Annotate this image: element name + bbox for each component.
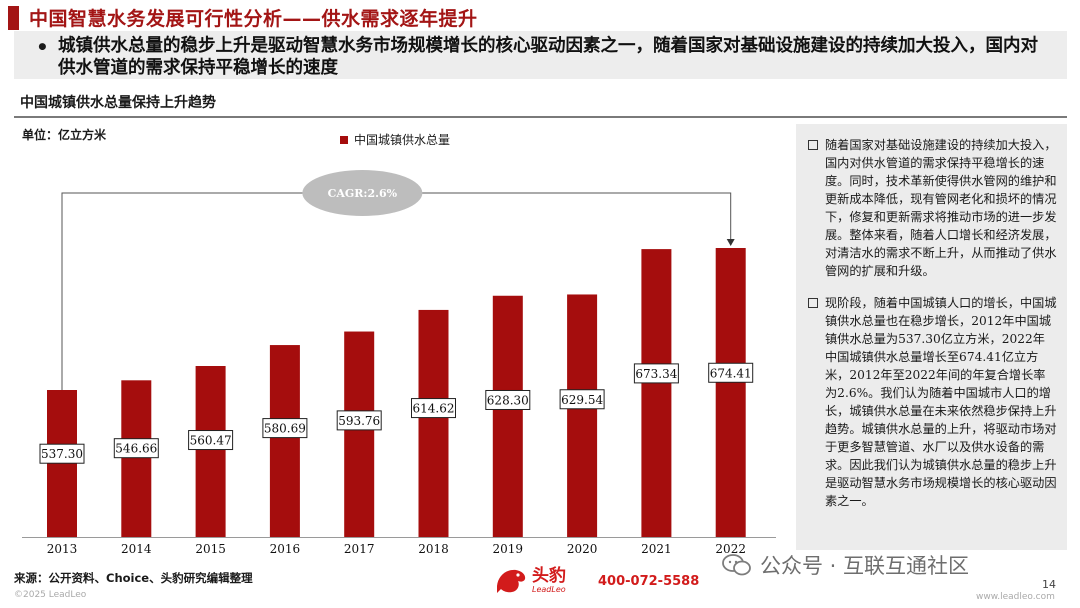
brand-phone: 400-072-5588 bbox=[598, 574, 700, 589]
bar-2017 bbox=[344, 331, 375, 537]
tick-label-2021: 2021 bbox=[641, 542, 672, 556]
chart-subtitle: 中国城镇供水总量保持上升趋势 bbox=[20, 95, 216, 111]
data-label-2022: 674.41 bbox=[710, 366, 752, 380]
data-label-box-2021 bbox=[633, 363, 679, 384]
page-number: 14 bbox=[1042, 578, 1056, 591]
tick-label-2018: 2018 bbox=[418, 542, 449, 556]
tick-label-2013: 2013 bbox=[47, 542, 78, 556]
note-item: 随着国家对基础设施建设的持续加大投入，国内对供水管道的需求保持平稳增长的速度。同… bbox=[808, 136, 1057, 280]
tick-label-2022: 2022 bbox=[715, 542, 746, 556]
brand-name-en: LeadLeo bbox=[532, 584, 566, 594]
cagr-bracket bbox=[61, 192, 732, 390]
copyright: ©2025 LeadLeo bbox=[14, 590, 87, 600]
bar-2019 bbox=[492, 295, 523, 537]
bar-2015 bbox=[195, 366, 226, 537]
note-text: 现阶段，随着中国城镇人口的增长，中国城镇供水总量也在稳步增长，2012年中国城镇… bbox=[825, 296, 1057, 508]
notes-panel: 随着国家对基础设施建设的持续加大投入，国内对供水管道的需求保持平稳增长的速度。同… bbox=[796, 124, 1067, 550]
data-label-box-2017 bbox=[336, 410, 382, 431]
source-note: 来源：公开资料、Choice、头豹研究编辑整理 bbox=[14, 571, 253, 585]
note-item: 现阶段，随着中国城镇人口的增长，中国城镇供水总量也在稳步增长，2012年中国城镇… bbox=[808, 294, 1057, 510]
tick-label-2014: 2014 bbox=[121, 542, 152, 556]
data-label-2021: 673.34 bbox=[635, 367, 677, 381]
data-label-box-2013 bbox=[39, 443, 85, 464]
tick-label-2016: 2016 bbox=[270, 542, 301, 556]
watermark-text: 公众号 · 互联互通社区 bbox=[760, 554, 970, 578]
data-label-box-2022 bbox=[708, 362, 754, 383]
cagr-ellipse bbox=[302, 170, 423, 216]
note-checkbox-icon bbox=[808, 140, 818, 150]
brand-name: 头豹 LeadLeo bbox=[532, 567, 566, 594]
data-label-box-2014 bbox=[113, 438, 159, 459]
title-accent-mark bbox=[8, 5, 19, 30]
data-label-2013: 537.30 bbox=[41, 447, 83, 461]
data-label-2015: 560.47 bbox=[190, 434, 232, 448]
tick-label-2015: 2015 bbox=[195, 542, 226, 556]
data-label-2019: 628.30 bbox=[487, 393, 529, 407]
bar-2020 bbox=[567, 294, 598, 537]
cagr-label: CAGR:2.6% bbox=[328, 187, 398, 200]
data-label-box-2016 bbox=[262, 418, 308, 439]
brand-name-cn: 头豹 bbox=[532, 565, 566, 586]
data-label-2020: 629.54 bbox=[561, 393, 603, 407]
watermark: 公众号 · 互联互通社区 bbox=[722, 550, 969, 580]
bar-2018 bbox=[418, 309, 449, 537]
tick-label-2017: 2017 bbox=[344, 542, 375, 556]
cagr-arrow-icon bbox=[726, 239, 735, 246]
data-label-2016: 580.69 bbox=[264, 422, 306, 436]
chat-bubbles-icon bbox=[722, 554, 751, 576]
data-label-box-2015 bbox=[188, 430, 234, 451]
data-label-box-2019 bbox=[485, 389, 531, 410]
title-bar: 中国智慧水务发展可行性分析——供水需求逐年提升 bbox=[8, 4, 478, 31]
legend-swatch bbox=[340, 135, 348, 144]
bar-2022 bbox=[715, 248, 746, 537]
unit-label: 单位：亿立方米 bbox=[22, 128, 107, 142]
data-label-2018: 614.62 bbox=[413, 402, 455, 416]
tick-label-2020: 2020 bbox=[567, 542, 598, 556]
subtitle-divider bbox=[14, 116, 1067, 118]
data-label-box-2018 bbox=[411, 398, 456, 419]
bar-2014 bbox=[121, 380, 152, 537]
data-label-2014: 546.66 bbox=[115, 442, 157, 456]
chart-legend: 中国城镇供水总量 bbox=[340, 131, 450, 148]
leopard-logo-icon bbox=[497, 569, 526, 593]
legend-label: 中国城镇供水总量 bbox=[354, 133, 451, 147]
summary-bullet: • bbox=[36, 35, 49, 59]
note-text: 随着国家对基础设施建设的持续加大投入，国内对供水管道的需求保持平稳增长的速度。同… bbox=[825, 138, 1057, 278]
website: www.leadleo.com bbox=[976, 592, 1055, 602]
summary-box: • 城镇供水总量的稳步上升是驱动智慧水务市场规模增长的核心驱动因素之一，随着国家… bbox=[14, 31, 1067, 79]
bar-2016 bbox=[269, 345, 300, 537]
data-label-box-2020 bbox=[559, 389, 605, 410]
bar-2021 bbox=[641, 249, 672, 537]
note-checkbox-icon bbox=[808, 298, 818, 308]
summary-text: 城镇供水总量的稳步上升是驱动智慧水务市场规模增长的核心驱动因素之一，随着国家对基… bbox=[58, 36, 1038, 78]
brand-logo: 头豹 LeadLeo bbox=[494, 564, 566, 596]
data-label-2017: 593.76 bbox=[338, 414, 380, 428]
page-title: 中国智慧水务发展可行性分析——供水需求逐年提升 bbox=[29, 8, 478, 30]
tick-label-2019: 2019 bbox=[493, 542, 524, 556]
